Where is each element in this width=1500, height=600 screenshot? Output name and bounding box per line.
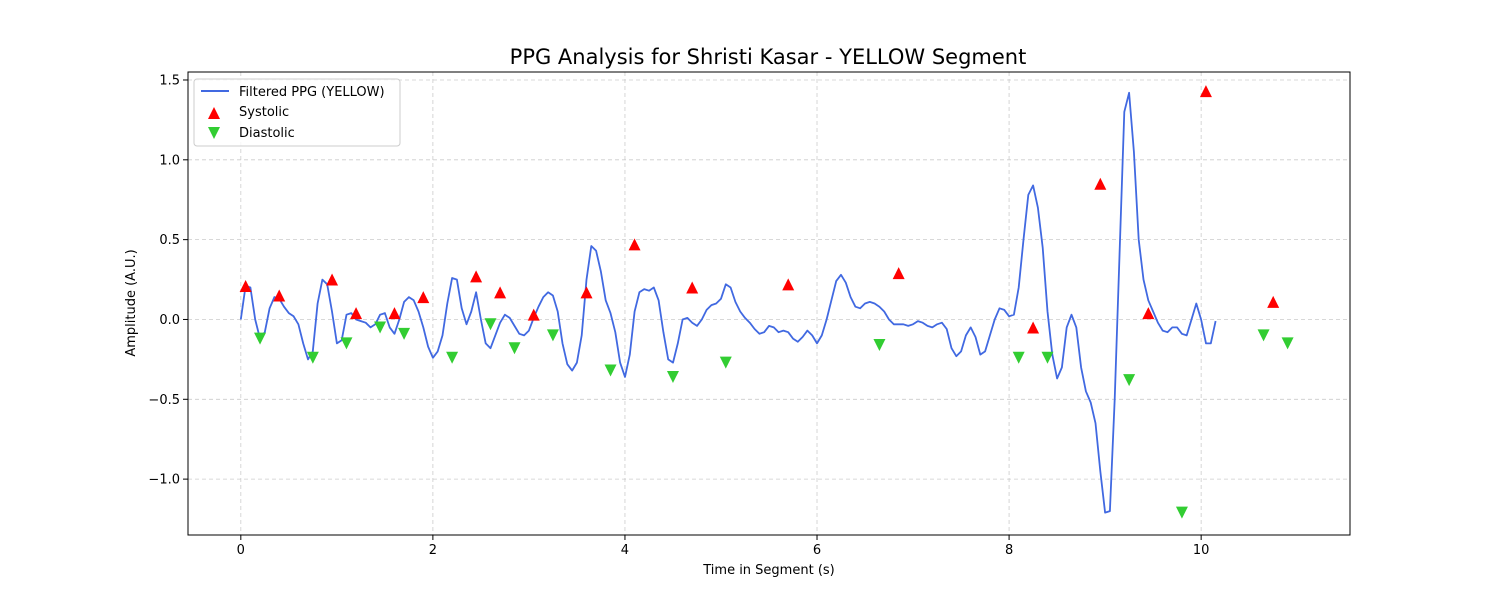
chart-title: PPG Analysis for Shristi Kasar - YELLOW … bbox=[510, 45, 1027, 69]
y-tick-label: 1.0 bbox=[159, 153, 180, 168]
legend: Filtered PPG (YELLOW) Systolic Diastolic bbox=[194, 79, 400, 146]
y-tick-label: −0.5 bbox=[148, 393, 180, 408]
y-tick-label: −1.0 bbox=[148, 473, 180, 488]
y-axis-label: Amplitude (A.U.) bbox=[124, 249, 139, 356]
legend-label-systolic: Systolic bbox=[239, 105, 289, 120]
x-tick-label: 6 bbox=[813, 543, 821, 558]
x-tick-label: 8 bbox=[1005, 543, 1013, 558]
x-tick-label: 10 bbox=[1193, 543, 1210, 558]
legend-label-diastolic: Diastolic bbox=[239, 126, 295, 141]
x-tick-label: 2 bbox=[429, 543, 437, 558]
y-tick-label: 0.5 bbox=[159, 233, 180, 248]
y-tick-label: 0.0 bbox=[159, 313, 180, 328]
legend-label-filtered: Filtered PPG (YELLOW) bbox=[239, 85, 385, 100]
x-tick-label: 4 bbox=[621, 543, 629, 558]
x-axis-label: Time in Segment (s) bbox=[702, 563, 834, 578]
y-tick-label: 1.5 bbox=[159, 73, 180, 88]
x-tick-label: 0 bbox=[237, 543, 245, 558]
